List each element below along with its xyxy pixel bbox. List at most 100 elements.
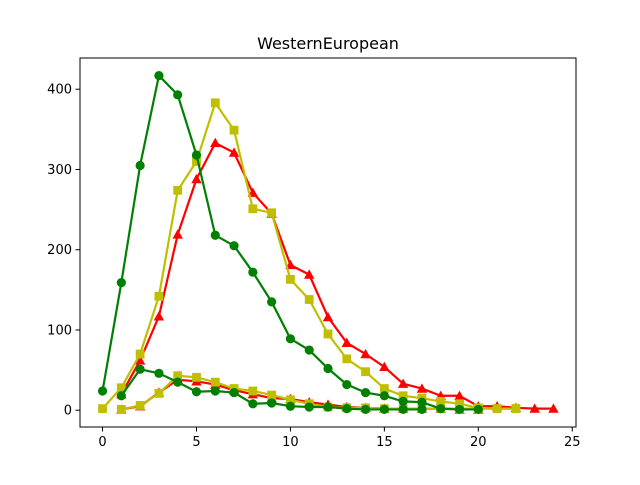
data-point-s3-3 bbox=[135, 349, 145, 359]
x-tick-label-10: 10 bbox=[282, 435, 299, 450]
data-point-s4-3 bbox=[154, 388, 164, 398]
data-point-s4-8 bbox=[248, 386, 258, 396]
data-point-s6-17 bbox=[417, 404, 427, 415]
data-point-s6-8 bbox=[248, 399, 258, 409]
data-point-s1-19 bbox=[454, 390, 465, 400]
data-point-s6-4 bbox=[173, 377, 183, 387]
data-point-s5-21 bbox=[473, 404, 483, 415]
data-point-s6-5 bbox=[191, 387, 202, 397]
chart-title: WesternEuropean bbox=[257, 34, 399, 53]
data-point-s1-12 bbox=[322, 311, 334, 322]
data-point-s3-19 bbox=[436, 396, 446, 406]
data-point-s3-9 bbox=[248, 204, 258, 214]
series-line-1 bbox=[120, 141, 555, 410]
data-point-s1-11 bbox=[304, 269, 315, 279]
data-point-s3-8 bbox=[229, 125, 239, 135]
data-point-s4-6 bbox=[210, 377, 220, 387]
data-point-s6-2 bbox=[135, 364, 145, 374]
data-point-s6-7 bbox=[229, 387, 239, 398]
data-point-s1-13 bbox=[341, 337, 352, 347]
data-point-s5-20 bbox=[454, 404, 465, 415]
data-point-s1-5 bbox=[191, 173, 202, 184]
data-point-s3-7 bbox=[210, 98, 220, 108]
data-point-s5-15 bbox=[360, 387, 371, 398]
x-tick-label-5: 5 bbox=[192, 435, 200, 450]
data-point-s4-22 bbox=[511, 404, 521, 414]
series-line-5 bbox=[101, 74, 480, 411]
data-point-s5-16 bbox=[379, 391, 389, 401]
y-tick-label-300: 300 bbox=[47, 163, 72, 178]
data-point-s6-12 bbox=[323, 402, 333, 412]
data-point-s4-10 bbox=[286, 395, 295, 405]
data-point-s6-10 bbox=[285, 401, 296, 411]
data-point-s6-11 bbox=[304, 402, 314, 412]
data-point-s1-16 bbox=[397, 378, 409, 388]
data-point-s4-4 bbox=[173, 371, 183, 381]
data-point-s5-10 bbox=[267, 297, 277, 307]
x-tick-label-15: 15 bbox=[376, 435, 393, 450]
data-point-s4-1 bbox=[116, 405, 126, 414]
data-point-s6-16 bbox=[398, 404, 408, 415]
data-point-s5-17 bbox=[398, 396, 408, 406]
data-point-s5-9 bbox=[248, 267, 258, 277]
y-tick-label-100: 100 bbox=[47, 323, 72, 338]
data-point-s3-15 bbox=[361, 367, 370, 377]
data-point-s5-7 bbox=[210, 230, 220, 240]
data-point-s3-17 bbox=[398, 391, 408, 401]
data-point-s3-6 bbox=[192, 157, 201, 166]
y-tick-label-200: 200 bbox=[47, 243, 72, 258]
data-point-s5-4 bbox=[154, 70, 164, 81]
y-tick-label-0: 0 bbox=[64, 404, 72, 419]
data-point-s1-17 bbox=[416, 383, 428, 393]
data-point-s3-12 bbox=[304, 295, 314, 304]
data-point-s4-5 bbox=[192, 372, 201, 382]
data-point-s4-2 bbox=[135, 401, 145, 410]
data-point-s3-13 bbox=[323, 329, 333, 339]
x-tick-label-0: 0 bbox=[98, 435, 106, 450]
data-point-s5-8 bbox=[229, 241, 239, 251]
data-point-s5-11 bbox=[285, 334, 296, 344]
plot-marks bbox=[97, 70, 559, 415]
x-tick-label-20: 20 bbox=[470, 435, 487, 450]
data-point-s4-9 bbox=[267, 390, 277, 400]
data-point-s6-6 bbox=[210, 386, 220, 396]
data-point-s6-14 bbox=[360, 404, 371, 415]
data-point-s1-15 bbox=[379, 361, 390, 372]
data-point-s5-3 bbox=[135, 160, 145, 171]
series-line-3 bbox=[101, 101, 517, 410]
data-point-s3-4 bbox=[154, 291, 164, 301]
data-point-s3-16 bbox=[379, 384, 389, 393]
data-point-s6-1 bbox=[116, 391, 126, 401]
data-point-s1-2 bbox=[134, 355, 146, 365]
data-point-s1-3 bbox=[153, 311, 165, 321]
data-point-s5-13 bbox=[323, 363, 333, 374]
data-point-s5-2 bbox=[116, 278, 126, 288]
data-point-s3-2 bbox=[116, 383, 126, 393]
data-point-s3-5 bbox=[173, 185, 183, 195]
data-point-s5-14 bbox=[342, 379, 352, 390]
plot-frame bbox=[79, 57, 577, 428]
data-point-s5-18 bbox=[417, 397, 427, 407]
data-point-s1-7 bbox=[228, 147, 240, 157]
data-point-s5-1 bbox=[97, 386, 108, 396]
data-point-s3-20 bbox=[455, 399, 464, 409]
data-point-s1-6 bbox=[210, 137, 221, 148]
data-point-s6-3 bbox=[154, 368, 164, 378]
axes: 0 5 10 15 20 25 0 100 200 300 400 bbox=[47, 57, 581, 450]
x-tick-label-25: 25 bbox=[564, 435, 581, 450]
data-point-s1-14 bbox=[360, 348, 371, 359]
data-point-s6-13 bbox=[342, 404, 352, 414]
data-point-s3-1 bbox=[98, 404, 107, 414]
data-point-s1-4 bbox=[172, 229, 183, 239]
data-point-s6-9 bbox=[267, 398, 277, 408]
data-point-s3-11 bbox=[286, 275, 295, 284]
data-point-s6-15 bbox=[379, 404, 389, 415]
data-point-s5-5 bbox=[173, 90, 183, 100]
data-point-s1-23 bbox=[529, 403, 540, 413]
data-point-s4-21 bbox=[492, 404, 502, 414]
data-point-s1-24 bbox=[548, 403, 559, 413]
data-point-s5-6 bbox=[191, 150, 202, 160]
data-point-s5-12 bbox=[304, 345, 314, 355]
